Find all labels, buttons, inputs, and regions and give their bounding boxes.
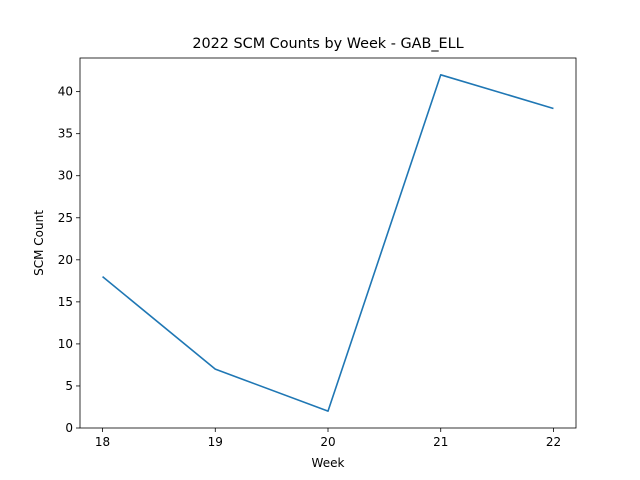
y-tick-label: 0 (65, 421, 73, 435)
plot-frame (79, 57, 577, 429)
y-tick-label: 25 (58, 211, 73, 225)
plot-area (102, 74, 554, 412)
y-tick-label: 10 (58, 337, 73, 351)
x-tick-label: 19 (208, 435, 223, 449)
axis-ticks: 18 19 20 21 22 0 5 10 15 20 25 30 35 40 (58, 85, 561, 449)
y-axis-label: SCM Count (32, 210, 46, 276)
y-tick-label: 15 (58, 295, 73, 309)
x-tick-label: 21 (433, 435, 448, 449)
series-line-0 (102, 74, 554, 412)
x-axis-label: Week (312, 456, 345, 470)
y-tick-label: 20 (58, 253, 73, 267)
y-tick-label: 5 (65, 379, 73, 393)
y-tick-label: 35 (58, 127, 73, 141)
chart-title: 2022 SCM Counts by Week - GAB_ELL (192, 36, 463, 52)
y-tick-label: 30 (58, 169, 73, 183)
x-tick-label: 20 (320, 435, 335, 449)
x-tick-label: 22 (546, 435, 561, 449)
x-tick-label: 18 (95, 435, 110, 449)
y-tick-label: 40 (58, 85, 73, 99)
